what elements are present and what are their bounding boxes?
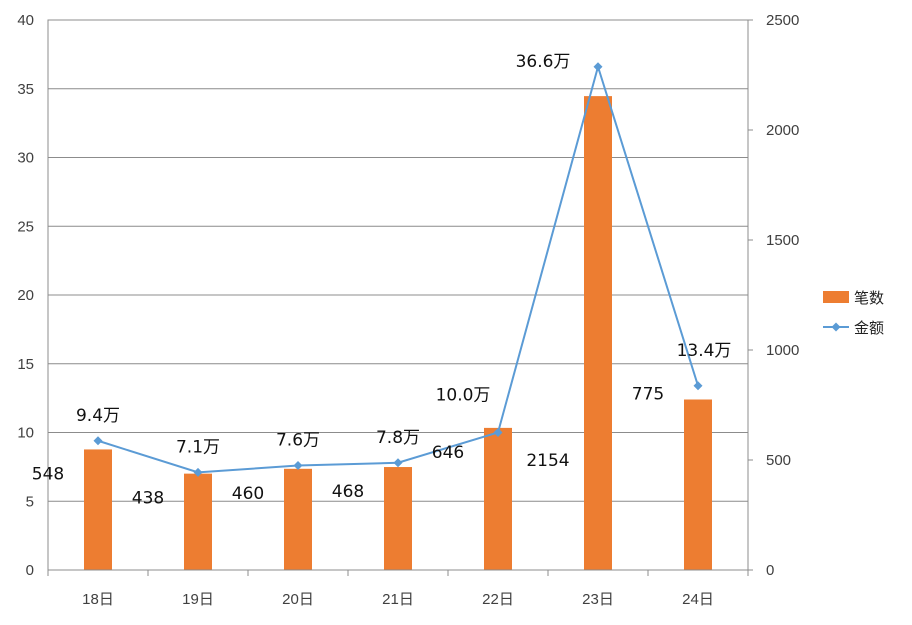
bar-data-label: 468 <box>332 482 364 502</box>
bar-data-label: 775 <box>632 385 664 405</box>
line-series <box>93 62 703 477</box>
right-axis-tick-label: 2500 <box>766 12 799 29</box>
line-data-label: 13.4万 <box>677 341 732 361</box>
axes: 0 5 10 15 20 25 30 35 40 0 500 1000 1500 2000 2500 18日 1… <box>17 12 799 608</box>
line-point-marker <box>693 381 703 391</box>
line-data-label: 7.6万 <box>276 431 320 451</box>
bar-data-label: 548 <box>32 464 64 484</box>
left-axis-tick-label: 5 <box>26 493 34 510</box>
bar <box>684 399 712 570</box>
line-point-marker <box>393 458 403 468</box>
right-axis-tick-label: 1500 <box>766 232 799 249</box>
legend-label: 金额 <box>854 319 884 337</box>
bar-data-label: 2154 <box>526 451 569 471</box>
left-axis-tick-label: 20 <box>17 287 34 304</box>
bar-data-label: 646 <box>432 443 464 463</box>
legend-swatch-bar <box>823 291 849 303</box>
plot-area-border <box>47 19 749 571</box>
bar <box>484 427 512 570</box>
x-axis-tick-label: 22日 <box>482 591 514 608</box>
x-axis-tick-label: 18日 <box>82 591 114 608</box>
line-point-marker <box>493 428 503 437</box>
data-labels: 548 438 460 468 646 2154 775 9.4万 7.1万 7.6万 7.8万 10… <box>32 52 732 509</box>
line-point-marker <box>293 461 303 470</box>
bar <box>284 468 312 570</box>
legend-label: 笔数 <box>854 289 884 307</box>
line-data-label: 7.1万 <box>176 437 220 457</box>
bar-data-label: 460 <box>232 484 264 504</box>
x-axis-tick-label: 21日 <box>382 591 414 608</box>
line-data-label: 7.8万 <box>376 428 420 448</box>
x-axis-tick-label: 20日 <box>282 591 314 608</box>
line-data-label: 9.4万 <box>76 406 120 426</box>
line-data-label: 10.0万 <box>436 386 491 406</box>
line-point-marker <box>593 62 603 72</box>
line-point-marker <box>93 436 103 446</box>
x-axis-tick-label: 23日 <box>582 591 614 608</box>
x-axis-tick-label: 24日 <box>682 591 714 608</box>
line-point-marker <box>193 467 203 477</box>
left-axis-tick-label: 15 <box>17 356 34 373</box>
right-axis-tick-label: 0 <box>766 562 774 579</box>
right-axis-tick-label: 500 <box>766 452 791 469</box>
line-data-label: 36.6万 <box>516 52 571 72</box>
bar-data-label: 438 <box>132 489 164 509</box>
right-axis-tick-label: 1000 <box>766 342 799 359</box>
left-axis-tick-label: 0 <box>26 562 34 579</box>
left-axis-tick-label: 40 <box>17 12 34 29</box>
left-axis-tick-label: 25 <box>17 218 34 235</box>
bar-series <box>84 96 712 571</box>
legend-swatch-marker <box>831 322 841 332</box>
left-axis-tick-label: 35 <box>17 81 34 98</box>
right-axis-tick-label: 2000 <box>766 122 799 139</box>
x-axis-tick-label: 19日 <box>182 591 214 608</box>
bar <box>84 449 112 570</box>
bar <box>184 473 212 570</box>
bar <box>584 96 612 571</box>
left-axis-tick-label: 10 <box>17 425 34 442</box>
bar <box>384 467 412 570</box>
left-axis-tick-label: 30 <box>17 150 34 167</box>
